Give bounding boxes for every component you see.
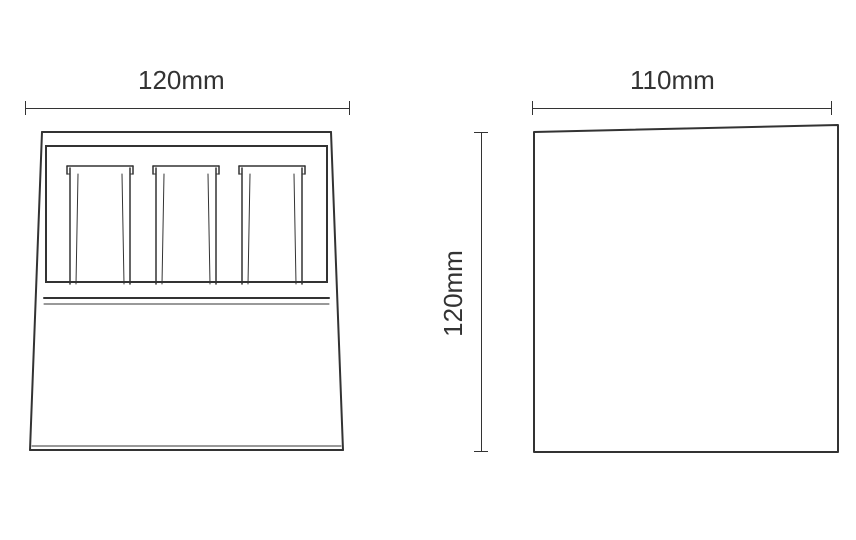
diagram-container: 120mm 110mm 120mm <box>0 0 856 540</box>
side-view-drawing <box>0 0 856 540</box>
